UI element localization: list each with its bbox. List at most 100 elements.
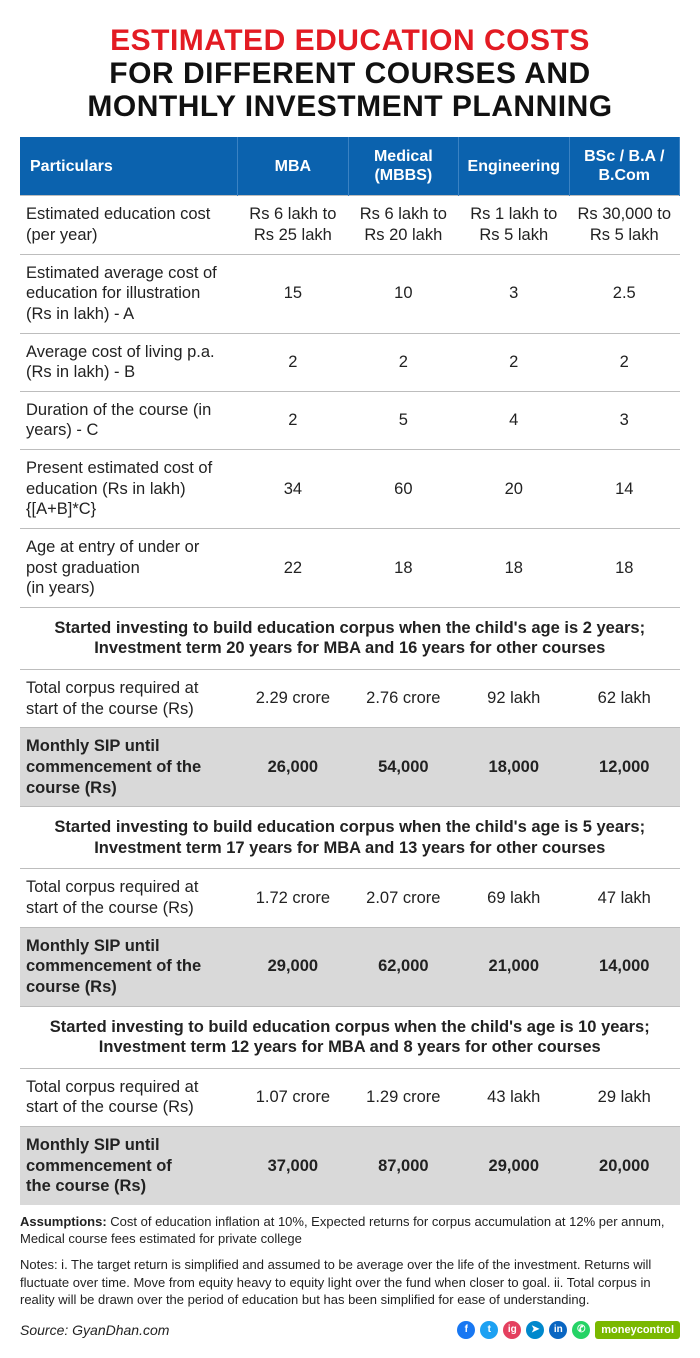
scenario-heading-row: Started investing to build education cor… [20,807,680,869]
page-title: ESTIMATED EDUCATION COSTS FOR DIFFERENT … [20,24,680,123]
brand-badge: moneycontrol [595,1321,680,1340]
cell: 37,000 [238,1127,348,1205]
row-label: Estimated average cost of education for … [20,254,238,333]
scenario-heading: Started investing to build education cor… [20,607,680,669]
table-row: Duration of the course (in years) - C254… [20,391,680,449]
row-label: Total corpus required at start of the co… [20,1068,238,1126]
table-row: Monthly SIP until commencement of the co… [20,927,680,1006]
source: Source: GyanDhan.com [20,1321,169,1340]
twitter-icon[interactable]: t [480,1321,498,1339]
row-label: Duration of the course (in years) - C [20,391,238,449]
cell: 2 [569,333,680,391]
table-row: Total corpus required at start of the co… [20,1068,680,1126]
cell: 15 [238,254,348,333]
cell: 3 [459,254,569,333]
telegram-icon[interactable]: ➤ [526,1321,544,1339]
cell: 26,000 [238,728,348,807]
cell: 5 [348,391,458,449]
cell: 12,000 [569,728,680,807]
title-line-1: ESTIMATED EDUCATION COSTS [20,24,680,57]
assumptions-label: Assumptions: [20,1214,107,1229]
linkedin-icon[interactable]: in [549,1321,567,1339]
assumptions: Assumptions: Cost of education inflation… [20,1213,680,1248]
social-icons: ftig ➤ in ✆ moneycontrol [457,1321,680,1340]
row-label: Present estimated cost of education (Rs … [20,450,238,529]
col-bsc: BSc / B.A / B.Com [569,137,680,196]
cell: 29,000 [459,1127,569,1205]
cell: 2.07 crore [348,869,458,927]
row-label: Total corpus required at start of the co… [20,670,238,728]
title-line-2: FOR DIFFERENT COURSES AND [20,57,680,90]
cell: 69 lakh [459,869,569,927]
cell: 2.29 crore [238,670,348,728]
cell: 43 lakh [459,1068,569,1126]
source-value: GyanDhan.com [72,1322,169,1338]
cell: 1.72 crore [238,869,348,927]
title-line-3: MONTHLY INVESTMENT PLANNING [20,90,680,123]
facebook-icon[interactable]: f [457,1321,475,1339]
footer: Assumptions: Cost of education inflation… [20,1213,680,1340]
cell: 87,000 [348,1127,458,1205]
scenario-heading: Started investing to build education cor… [20,807,680,869]
cell: 14 [569,450,680,529]
cell: 4 [459,391,569,449]
cell: 60 [348,450,458,529]
footer-bottom: Source: GyanDhan.com ftig ➤ in ✆ moneycontro… [20,1321,680,1340]
cell: 2 [238,333,348,391]
assumptions-text: Cost of education inflation at 10%, Expe… [20,1214,665,1247]
row-label: Age at entry of under or post graduation… [20,528,238,607]
cell: 10 [348,254,458,333]
cell: 2 [459,333,569,391]
cell: 2.5 [569,254,680,333]
table-row: Total corpus required at start of the co… [20,869,680,927]
cell: 29,000 [238,927,348,1006]
cell: 1.29 crore [348,1068,458,1126]
cell: 54,000 [348,728,458,807]
cell: 20,000 [569,1127,680,1205]
table-row: Age at entry of under or post graduation… [20,528,680,607]
table-row: Average cost of living p.a. (Rs in lakh)… [20,333,680,391]
col-mba: MBA [238,137,348,196]
cell: Rs 6 lakh to Rs 20 lakh [348,196,458,254]
cell: 62,000 [348,927,458,1006]
cell: 18 [348,528,458,607]
col-particulars: Particulars [20,137,238,196]
cell: 18 [459,528,569,607]
cell: 18,000 [459,728,569,807]
cell: 22 [238,528,348,607]
education-cost-table: Particulars MBA Medical (MBBS) Engineeri… [20,137,680,1205]
cell: 3 [569,391,680,449]
row-label: Monthly SIP until commencement of the co… [20,728,238,807]
row-label: Total corpus required at start of the co… [20,869,238,927]
table-row: Monthly SIP until commencement of the co… [20,728,680,807]
table-row: Estimated education cost (per year)Rs 6 … [20,196,680,254]
col-medical: Medical (MBBS) [348,137,458,196]
instagram-icon[interactable]: ig [503,1321,521,1339]
scenario-heading-row: Started investing to build education cor… [20,607,680,669]
row-label: Estimated education cost (per year) [20,196,238,254]
table-row: Monthly SIP until commencement of the co… [20,1127,680,1205]
cell: Rs 30,000 to Rs 5 lakh [569,196,680,254]
cell: 62 lakh [569,670,680,728]
row-label: Monthly SIP until commencement of the co… [20,927,238,1006]
whatsapp-icon[interactable]: ✆ [572,1321,590,1339]
cell: 29 lakh [569,1068,680,1126]
cell: Rs 1 lakh to Rs 5 lakh [459,196,569,254]
cell: 2.76 crore [348,670,458,728]
table-header-row: Particulars MBA Medical (MBBS) Engineeri… [20,137,680,196]
cell: Rs 6 lakh to Rs 25 lakh [238,196,348,254]
cell: 92 lakh [459,670,569,728]
table-row: Estimated average cost of education for … [20,254,680,333]
notes-text: Notes: i. The target return is simplifie… [20,1256,680,1309]
table-row: Total corpus required at start of the co… [20,670,680,728]
source-label: Source: [20,1322,72,1338]
cell: 47 lakh [569,869,680,927]
row-label: Average cost of living p.a. (Rs in lakh)… [20,333,238,391]
cell: 2 [348,333,458,391]
col-engineering: Engineering [459,137,569,196]
row-label: Monthly SIP until commencement of the co… [20,1127,238,1205]
scenario-heading-row: Started investing to build education cor… [20,1006,680,1068]
cell: 20 [459,450,569,529]
table-row: Present estimated cost of education (Rs … [20,450,680,529]
cell: 14,000 [569,927,680,1006]
